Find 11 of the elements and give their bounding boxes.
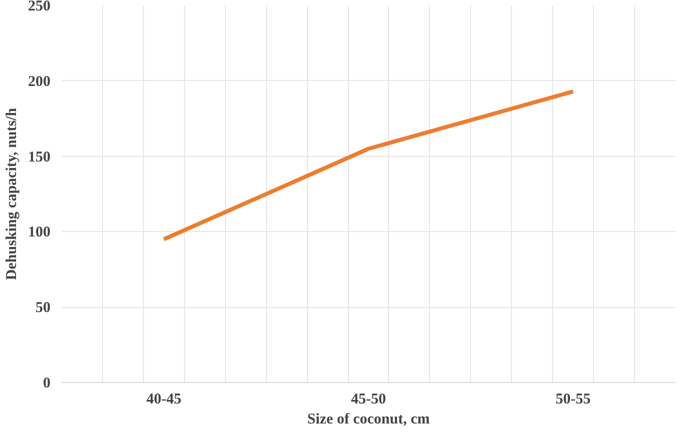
x-tick-label: 45-50 (351, 392, 386, 408)
x-tick-label: 40-45 (146, 392, 182, 408)
x-tick-label: 50-55 (556, 392, 591, 408)
y-tick-label: 0 (43, 376, 50, 392)
y-axis-title: Dehusking capacity, nuts/h (4, 107, 20, 280)
y-tick-label: 200 (28, 74, 50, 90)
y-tick-label: 150 (28, 149, 50, 166)
y-tick-label: 100 (28, 224, 50, 241)
x-axis-title: Size of coconut, cm (307, 412, 430, 428)
y-tick-label: 50 (36, 300, 50, 316)
y-tick-label: 250 (28, 0, 50, 14)
